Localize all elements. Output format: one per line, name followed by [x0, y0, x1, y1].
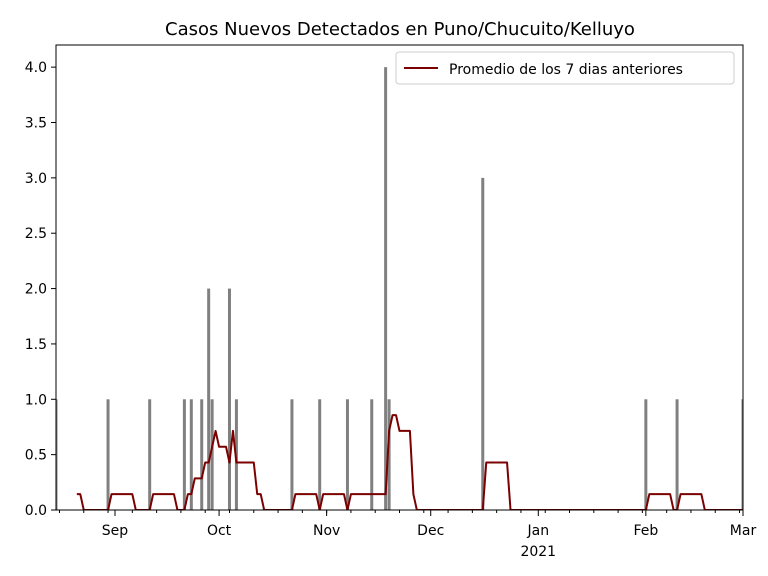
bar — [741, 399, 743, 510]
bar — [644, 399, 648, 510]
legend-box — [395, 51, 735, 85]
x-tick-label: Jan — [526, 523, 549, 539]
y-tick-label: 0.5 — [25, 448, 47, 464]
y-tick-label: 3.0 — [25, 171, 47, 187]
bar — [182, 399, 186, 510]
x-tick-label: Oct — [207, 523, 232, 539]
bar — [370, 399, 374, 510]
bar — [56, 399, 58, 510]
x-tick-label: Sep — [102, 523, 129, 539]
bar — [227, 288, 231, 510]
bar — [148, 399, 152, 510]
plot-area — [56, 67, 743, 510]
y-tick-label: 0.0 — [25, 503, 47, 519]
x-tick-label: Feb — [633, 523, 658, 539]
y-tick-label: 2.0 — [25, 282, 47, 298]
x-tick-year-label: 2021 — [520, 544, 556, 560]
x-axis: Sep Oct Nov Dec Jan 2021 Feb Mar — [58, 510, 757, 560]
bar — [318, 399, 322, 510]
bar — [207, 288, 211, 510]
y-axis: 0.0 0.5 1.0 1.5 2.0 2.5 3.0 3.5 4.0 — [25, 60, 56, 519]
legend-label: Promedio de los 7 dias anteriores — [449, 62, 683, 78]
chart-title: Casos Nuevos Detectados en Puno/Chucuito… — [165, 19, 635, 40]
bar — [189, 399, 193, 510]
bar — [481, 177, 485, 510]
x-tick-label: Mar — [730, 523, 757, 539]
legend: Promedio de los 7 dias anteriores — [395, 51, 735, 85]
x-tick-label: Dec — [417, 523, 444, 539]
bar — [210, 399, 214, 510]
y-tick-label: 4.0 — [25, 60, 47, 76]
bar — [345, 399, 349, 510]
bar — [387, 399, 391, 510]
plot-frame — [55, 44, 744, 511]
y-tick-label: 1.0 — [25, 392, 47, 408]
bar — [290, 399, 294, 510]
bar — [200, 399, 204, 510]
y-tick-label: 3.5 — [25, 116, 47, 132]
bar — [106, 399, 110, 510]
average-line — [76, 414, 743, 510]
y-tick-label: 2.5 — [25, 226, 47, 242]
x-tick-label: Nov — [313, 523, 340, 539]
line-series-group — [76, 414, 743, 510]
y-tick-label: 1.5 — [25, 337, 47, 353]
bar — [675, 399, 679, 510]
bar-series — [56, 67, 743, 510]
bar — [384, 67, 388, 510]
